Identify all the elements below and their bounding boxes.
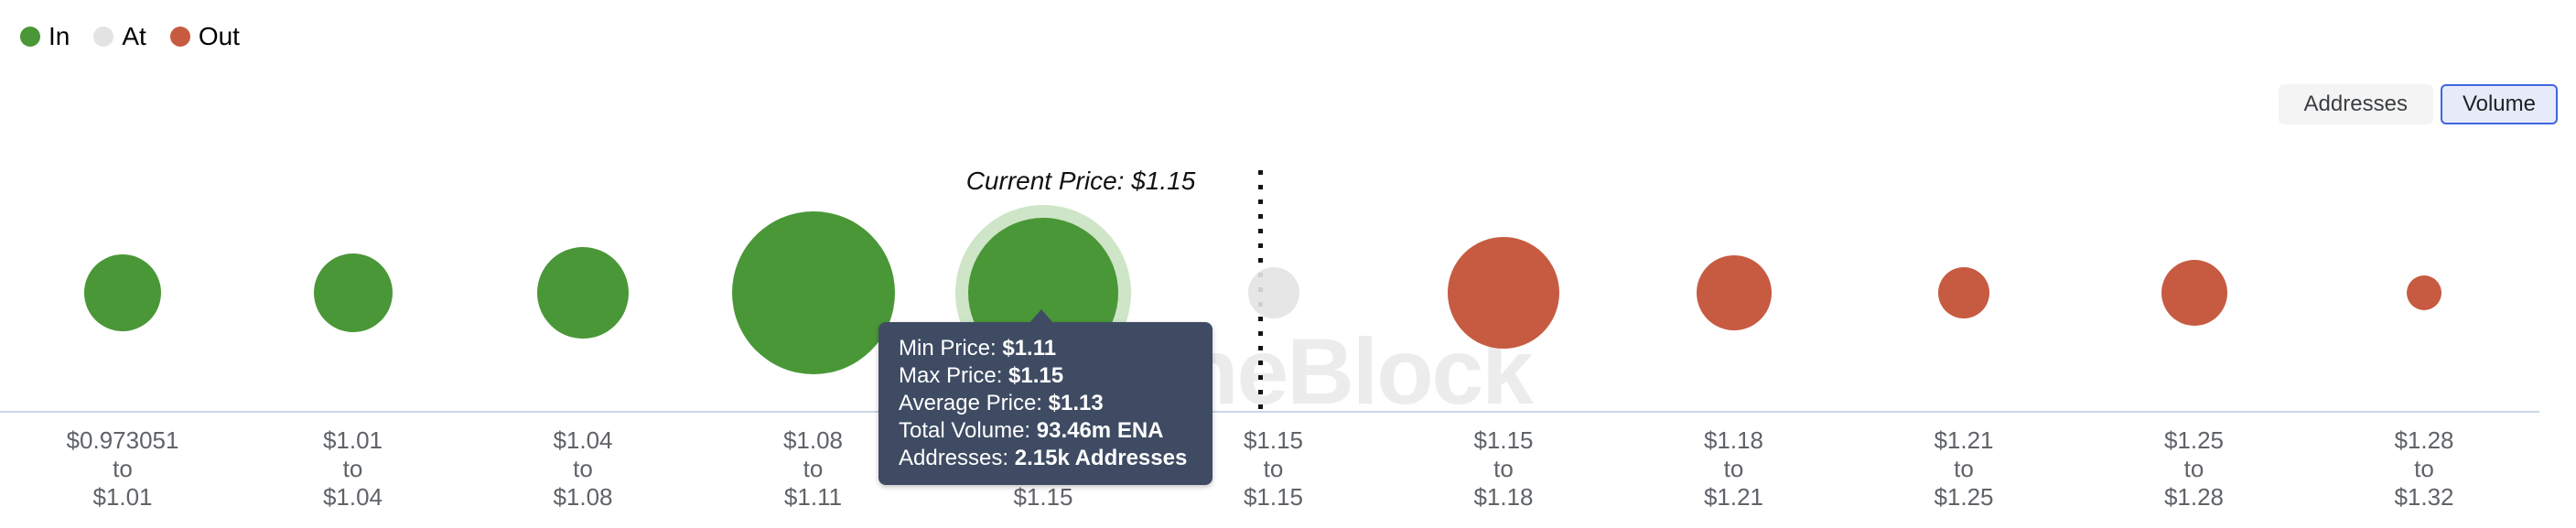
legend-dot-icon <box>93 27 114 47</box>
range-to: $1.25 <box>1934 483 1994 511</box>
range-from: $1.25 <box>2163 426 2225 454</box>
current-price-label: Current Price: $1.15 <box>965 167 1196 195</box>
x-axis-label: $1.28 to $1.32 <box>2310 426 2538 512</box>
tooltip-row-value: $1.15 <box>1008 363 1064 388</box>
range-to: $1.28 <box>2163 483 2225 511</box>
range-to-word: to <box>2414 455 2434 482</box>
x-axis-label: $1.15 to $1.15 <box>1159 426 1388 512</box>
range-to: $1.04 <box>322 483 383 511</box>
range-to-word: to <box>113 455 133 482</box>
view-toggle: Addresses Volume <box>2278 84 2558 124</box>
tooltip-row-label: Total Volume: <box>899 418 1037 443</box>
range-to-word: to <box>1954 455 1974 482</box>
bubble-in-3[interactable] <box>537 247 629 339</box>
range-to-word: to <box>342 455 363 482</box>
legend-label: In <box>49 22 70 50</box>
legend-label: At <box>122 22 146 50</box>
tooltip-row-value: $1.13 <box>1048 391 1104 415</box>
legend-label: Out <box>198 22 240 50</box>
range-to: $1.11 <box>783 483 843 511</box>
bubble-tooltip: Min Price: $1.11 Max Price: $1.15 Average … <box>878 309 1213 485</box>
legend-dot-icon <box>169 27 190 47</box>
range-from: $1.28 <box>2394 426 2454 454</box>
bubble-out-10[interactable] <box>2161 260 2227 326</box>
bubble-at-6[interactable] <box>1247 267 1299 318</box>
tooltip-row: Average Price: $1.13 <box>899 390 1192 417</box>
range-to-word: to <box>1263 455 1284 482</box>
x-axis-line <box>0 411 2539 413</box>
range-from: $1.18 <box>1703 426 1764 454</box>
tooltip-row-label: Max Price: <box>899 363 1009 388</box>
bubble-in-4[interactable] <box>731 211 895 374</box>
range-to: $1.18 <box>1473 483 1534 511</box>
x-axis-label: $1.21 to $1.25 <box>1849 426 2078 512</box>
tooltip-row-value: $1.11 <box>1002 336 1057 361</box>
x-axis-label: $1.04 to $1.08 <box>469 426 697 512</box>
tooltip-row-value: 2.15k Addresses <box>1014 446 1188 470</box>
range-to: $1.32 <box>2394 483 2454 511</box>
x-axis-label: $1.18 to $1.21 <box>1620 426 1848 512</box>
x-axis-label: $1.01 to $1.04 <box>239 426 468 512</box>
tooltip-row: Total Volume: 93.46m ENA <box>899 417 1192 445</box>
bubble-out-8[interactable] <box>1696 255 1772 330</box>
range-from: $1.04 <box>553 426 613 454</box>
range-to: $1.01 <box>92 483 153 511</box>
range-from: $1.15 <box>1243 426 1304 454</box>
x-axis-label: $1.15 to $1.18 <box>1389 426 1618 512</box>
bubble-in-1[interactable] <box>84 254 161 331</box>
legend-dot-icon <box>20 27 40 47</box>
tooltip-row-label: Average Price: <box>899 391 1049 415</box>
range-from: $1.15 <box>1473 426 1534 454</box>
tooltip-row: Max Price: $1.15 <box>899 362 1192 390</box>
range-from: $1.01 <box>322 426 383 454</box>
range-from: $0.973051 <box>66 426 179 454</box>
x-axis-label: $1.25 to $1.28 <box>2080 426 2309 512</box>
range-from: $1.08 <box>782 426 844 454</box>
bubble-out-7[interactable] <box>1448 237 1559 349</box>
range-to: $1.21 <box>1703 483 1764 511</box>
bubble-in-2[interactable] <box>313 253 393 332</box>
tooltip-row-label: Min Price: <box>899 336 1003 361</box>
tooltip-row: Min Price: $1.11 <box>899 335 1192 362</box>
range-to-word: to <box>803 455 824 482</box>
range-to-word: to <box>2183 455 2204 482</box>
range-from: $1.21 <box>1934 426 1994 454</box>
addresses-button[interactable]: Addresses <box>2278 84 2433 124</box>
legend: In At Out <box>20 22 240 51</box>
x-axis-label: $1.08 to $1.11 <box>699 426 928 512</box>
volume-button[interactable]: Volume <box>2440 84 2558 124</box>
legend-item-out[interactable]: Out <box>169 22 240 51</box>
tooltip-row-label: Addresses: <box>899 446 1015 470</box>
legend-item-in[interactable]: In <box>20 22 70 51</box>
range-to-word: to <box>1493 455 1514 482</box>
legend-item-at[interactable]: At <box>93 22 146 51</box>
tooltip-row: Addresses: 2.15k Addresses <box>899 445 1192 472</box>
tooltip-row-value: 93.46m ENA <box>1036 418 1164 443</box>
x-axis-label: $0.973051 to $1.01 <box>8 426 237 512</box>
range-to-word: to <box>1723 455 1744 482</box>
range-to-word: to <box>573 455 593 482</box>
range-to: $1.15 <box>1243 483 1304 511</box>
bubble-out-9[interactable] <box>1938 267 1989 318</box>
range-to: $1.15 <box>1013 483 1073 511</box>
range-to: $1.08 <box>553 483 613 511</box>
bubble-out-11[interactable] <box>2407 275 2441 310</box>
